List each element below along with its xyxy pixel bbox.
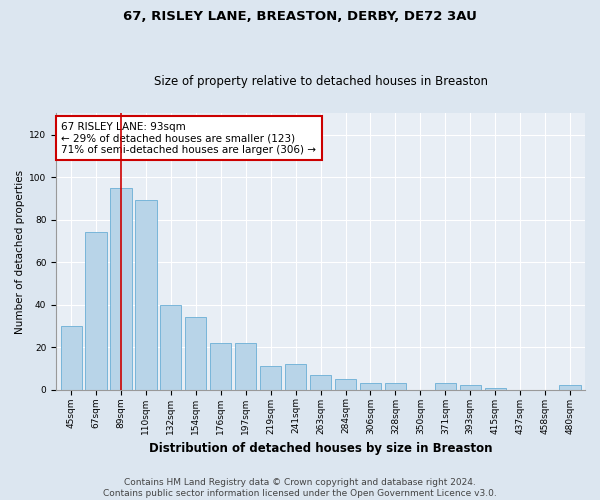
Bar <box>136 200 157 390</box>
Bar <box>335 379 356 390</box>
Text: 67, RISLEY LANE, BREASTON, DERBY, DE72 3AU: 67, RISLEY LANE, BREASTON, DERBY, DE72 3… <box>123 10 477 23</box>
Bar <box>260 366 281 390</box>
Text: 67 RISLEY LANE: 93sqm
← 29% of detached houses are smaller (123)
71% of semi-det: 67 RISLEY LANE: 93sqm ← 29% of detached … <box>61 122 316 155</box>
Bar <box>434 384 456 390</box>
Bar <box>360 384 381 390</box>
Bar <box>460 386 481 390</box>
Bar <box>85 232 107 390</box>
Bar <box>160 304 181 390</box>
Bar <box>110 188 131 390</box>
Bar <box>485 388 506 390</box>
X-axis label: Distribution of detached houses by size in Breaston: Distribution of detached houses by size … <box>149 442 493 455</box>
Title: Size of property relative to detached houses in Breaston: Size of property relative to detached ho… <box>154 76 488 88</box>
Bar <box>235 343 256 390</box>
Bar <box>210 343 232 390</box>
Bar <box>185 318 206 390</box>
Bar <box>310 375 331 390</box>
Bar <box>559 386 581 390</box>
Bar <box>61 326 82 390</box>
Y-axis label: Number of detached properties: Number of detached properties <box>15 170 25 334</box>
Bar <box>285 364 306 390</box>
Bar <box>385 384 406 390</box>
Text: Contains HM Land Registry data © Crown copyright and database right 2024.
Contai: Contains HM Land Registry data © Crown c… <box>103 478 497 498</box>
